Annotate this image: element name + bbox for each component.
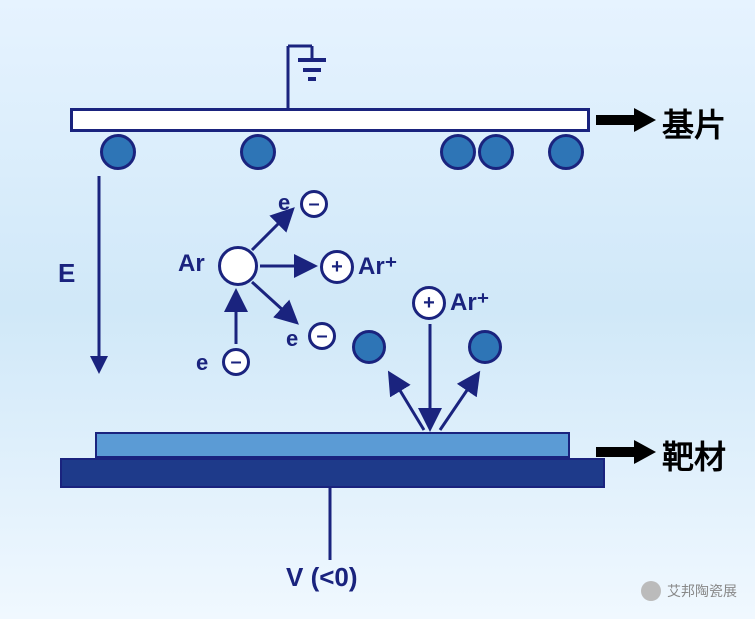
watermark: 艾邦陶瓷展 <box>641 581 737 601</box>
cathode-plate <box>60 458 605 488</box>
voltage-label: V (<0) <box>286 562 358 593</box>
argon-ion-label: Ar⁺ <box>358 252 397 281</box>
voltage-line <box>320 488 340 564</box>
watermark-text: 艾邦陶瓷展 <box>667 581 737 601</box>
electron-label: e <box>278 190 290 216</box>
electron-icon: – <box>300 190 328 218</box>
argon-ion-icon: + <box>412 286 446 320</box>
diagram-stage: 基片 E Ar e – + Ar⁺ e – e – + Ar⁺ <box>0 0 755 619</box>
argon-ion-icon: + <box>320 250 354 284</box>
target-label: 靶材 <box>662 432 726 478</box>
electron-icon: – <box>308 322 336 350</box>
arrow-to-target-label <box>594 436 658 468</box>
argon-ion-label: Ar⁺ <box>450 288 489 317</box>
electron-label: e <box>286 326 298 352</box>
sputtered-atom <box>468 330 502 364</box>
electron-label: e <box>196 350 208 376</box>
wechat-icon <box>641 581 661 601</box>
target-layer <box>95 432 570 458</box>
electron-icon: – <box>222 348 250 376</box>
collision-arrows <box>0 0 755 619</box>
sputtered-atom <box>352 330 386 364</box>
